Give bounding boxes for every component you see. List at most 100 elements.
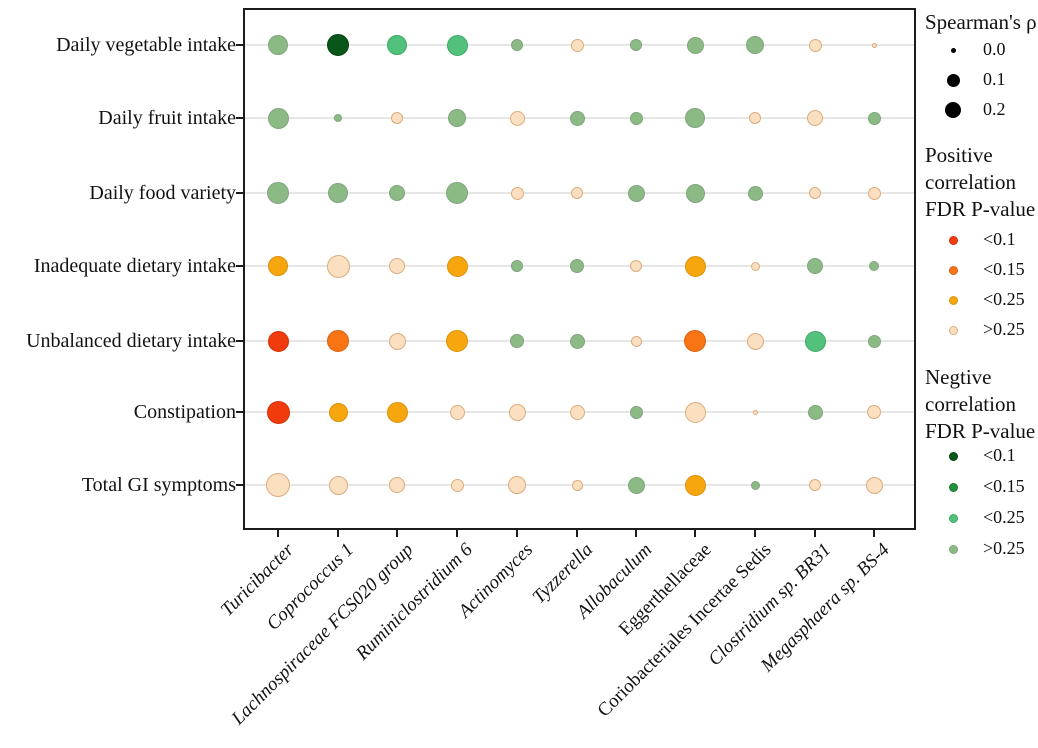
y-tick — [236, 117, 243, 119]
bubble — [328, 183, 348, 203]
color-legend-label: >0.25 — [983, 319, 1025, 339]
bubble — [746, 36, 764, 54]
bubble — [750, 261, 760, 271]
bubble — [684, 330, 706, 352]
y-tick — [236, 411, 243, 413]
x-tick — [456, 530, 458, 537]
x-tick — [337, 530, 339, 537]
color-legend-dot — [948, 265, 958, 275]
negative-legend-title: Negtive correlation FDR P-value — [925, 365, 1036, 443]
bubble — [867, 111, 881, 125]
bubble — [448, 109, 466, 127]
y-tick — [236, 192, 243, 194]
size-legend-dot — [950, 47, 956, 53]
color-legend-dot — [948, 482, 958, 492]
bubble — [684, 255, 706, 277]
bubble — [326, 254, 350, 278]
bubble — [630, 335, 642, 347]
x-tick — [814, 530, 816, 537]
y-tick — [236, 484, 243, 486]
y-tick — [236, 44, 243, 46]
size-legend-dot — [945, 102, 961, 118]
x-tick — [277, 530, 279, 537]
bubble — [266, 473, 290, 497]
bubble — [267, 182, 289, 204]
x-tick — [873, 530, 875, 537]
y-axis-label: Daily fruit intake — [98, 107, 236, 129]
bubble — [266, 400, 290, 424]
bubble — [328, 402, 348, 422]
bubble — [685, 183, 705, 203]
x-tick — [754, 530, 756, 537]
color-legend-dot — [948, 295, 958, 305]
bubble — [809, 479, 821, 491]
bubble — [629, 405, 643, 419]
y-axis-label: Daily food variety — [89, 182, 236, 204]
bubble — [746, 332, 764, 350]
bubble — [449, 404, 465, 420]
x-tick — [396, 530, 398, 537]
bubble — [387, 35, 407, 55]
bubble — [808, 38, 822, 52]
color-legend-dot — [948, 451, 958, 461]
bubble — [389, 477, 405, 493]
size-legend-label: 0.0 — [983, 39, 1006, 59]
bubble — [752, 409, 758, 415]
bubble — [630, 260, 642, 272]
y-axis-label: Inadequate dietary intake — [33, 255, 236, 277]
bubble — [389, 258, 405, 274]
x-tick — [516, 530, 518, 537]
bubble — [807, 404, 823, 420]
y-tick — [236, 265, 243, 267]
color-legend-dot — [948, 235, 958, 245]
bubble — [388, 332, 406, 350]
bubble — [446, 255, 468, 277]
color-legend-label: <0.1 — [983, 445, 1016, 465]
bubble — [867, 186, 881, 200]
bubble — [570, 259, 584, 273]
bubble — [509, 110, 525, 126]
bubble — [391, 112, 403, 124]
bubble — [570, 38, 584, 52]
bubble — [511, 260, 523, 272]
bubble — [334, 114, 342, 122]
bubble — [267, 330, 289, 352]
bubble — [446, 330, 468, 352]
color-legend-dot — [948, 325, 958, 335]
color-legend-label: <0.15 — [983, 259, 1025, 279]
bubble — [629, 111, 643, 125]
bubble — [749, 112, 761, 124]
bubble — [807, 110, 823, 126]
bubble — [869, 261, 879, 271]
bubble — [267, 107, 289, 129]
bubble — [571, 187, 583, 199]
color-legend-dot — [948, 513, 958, 523]
bubble — [867, 405, 881, 419]
bubble — [389, 185, 405, 201]
bubble — [871, 42, 877, 48]
bubble — [327, 330, 349, 352]
bubble — [867, 334, 881, 348]
size-legend-dot — [946, 73, 960, 87]
plot-area — [243, 8, 916, 530]
bubble — [684, 401, 706, 423]
bubble — [569, 404, 585, 420]
bubble — [630, 39, 642, 51]
bubble — [686, 36, 704, 54]
color-legend-label: >0.25 — [983, 538, 1025, 558]
color-legend-label: <0.1 — [983, 229, 1016, 249]
bubble — [569, 333, 585, 349]
bubble — [684, 474, 706, 496]
bubble — [807, 258, 823, 274]
positive-legend-title: Positive correlation FDR P-value — [925, 143, 1036, 221]
x-tick — [694, 530, 696, 537]
bubble — [571, 479, 583, 491]
color-legend-label: <0.25 — [983, 507, 1025, 527]
y-axis-label: Total GI symptoms — [81, 474, 236, 496]
bubble — [268, 256, 288, 276]
bubble — [268, 35, 288, 55]
size-legend-label: 0.1 — [983, 69, 1006, 89]
bubble — [386, 401, 408, 423]
bubble — [510, 186, 524, 200]
